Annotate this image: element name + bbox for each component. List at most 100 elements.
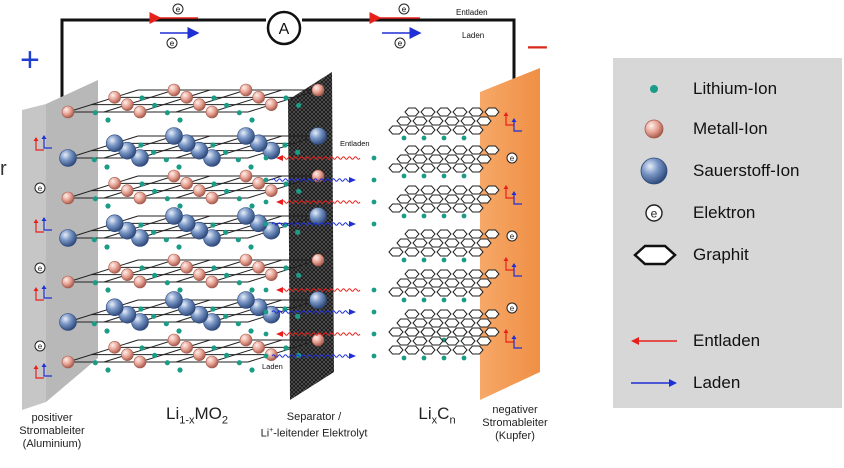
- oxygen-ion: [237, 291, 255, 309]
- anode-formula: LixCn: [402, 404, 472, 426]
- lithium-ion: [138, 222, 144, 228]
- graphite-hexagon: [428, 194, 444, 204]
- graphite-hexagon: [404, 163, 420, 173]
- lithium-ion: [371, 221, 377, 227]
- laden-mark: [513, 266, 522, 277]
- laden-flow-head: [349, 221, 356, 227]
- metal-ion: [252, 177, 265, 190]
- graphite-hexagon: [396, 318, 412, 328]
- lithium-ion: [236, 110, 242, 116]
- lithium-ion: [371, 199, 377, 205]
- laden-flow: [271, 178, 351, 182]
- electron-symbol: e: [510, 154, 515, 163]
- graphite-hexagon: [404, 269, 420, 279]
- graphite-hexagon: [444, 238, 460, 248]
- lithium-ion: [211, 181, 217, 187]
- lithium-ion: [461, 173, 467, 179]
- positive-collector-line2: Stromableiter: [19, 425, 85, 437]
- lithium-ion: [105, 287, 111, 293]
- metal-ion: [180, 341, 193, 354]
- lithium-ion: [249, 203, 255, 209]
- lithium-ion: [92, 280, 98, 286]
- entladen-mark: [505, 115, 514, 126]
- metal-ion: [121, 98, 134, 111]
- lattice-line: [67, 299, 139, 323]
- lithium-ion: [282, 306, 288, 312]
- graphite-hexagon: [436, 145, 452, 155]
- entladen-flow: [281, 332, 361, 336]
- lithium-ion: [211, 345, 217, 351]
- metal-ion-icon: [644, 119, 664, 139]
- oxygen-ion-icon: [640, 157, 668, 185]
- lithium-ion: [441, 213, 447, 219]
- graphite-hexagon: [388, 345, 404, 355]
- lattice-line: [67, 89, 139, 113]
- anode-formula-mid: C: [437, 404, 450, 423]
- laden-mark-head: [511, 118, 517, 122]
- lattice-line: [103, 339, 175, 363]
- graphite-hexagon: [404, 327, 420, 337]
- electron-icon: [34, 340, 46, 352]
- legend-electron-symbol: e: [651, 207, 658, 221]
- laden-mark: [43, 366, 52, 377]
- graphite-hexagon: [396, 116, 412, 126]
- graphite-hexagon: [476, 116, 492, 126]
- laden-mark: [513, 121, 522, 132]
- oxygen-ion: [165, 127, 183, 145]
- lithium-ion: [371, 177, 377, 183]
- lithium-ion: [441, 173, 447, 179]
- cathode-formula-sub2: 2: [221, 414, 229, 427]
- metal-ion: [121, 184, 134, 197]
- graphite-hexagon: [436, 203, 452, 213]
- lithium-ion: [263, 331, 269, 337]
- graphite-hexagon: [468, 203, 484, 213]
- lithium-ion: [248, 164, 254, 170]
- lithium-ion: [421, 297, 427, 303]
- negative-collector-line1: negativer: [492, 404, 538, 416]
- graphite-hexagon: [436, 327, 452, 337]
- graphite-hexagon: [468, 247, 484, 257]
- lithium-ion: [164, 110, 170, 116]
- lithium-ion: [138, 142, 144, 148]
- graphite-hexagon: [452, 125, 468, 135]
- entladen-flow: [281, 156, 361, 160]
- graphite-hexagon: [444, 318, 460, 328]
- lattice-line: [103, 259, 175, 283]
- metal-ion: [180, 261, 193, 274]
- circuit-wire-left: [60, 18, 266, 100]
- lithium-ion: [249, 117, 255, 123]
- lithium-ion: [92, 196, 98, 202]
- laden-mark-head: [511, 191, 517, 195]
- lattice-line: [67, 339, 139, 363]
- graphite-hexagon: [388, 247, 404, 257]
- laden-flow: [271, 310, 351, 314]
- oxygen-ion: [105, 134, 124, 153]
- lithium-ion: [461, 355, 467, 361]
- legend-item-graphite: Graphit: [613, 240, 842, 270]
- lattice-line: [139, 299, 211, 323]
- metal-ion: [252, 261, 265, 274]
- electron-symbol: e: [510, 232, 515, 241]
- metal-ion: [61, 105, 75, 119]
- laden-mark: [43, 288, 52, 299]
- lithium-ion: [401, 135, 407, 141]
- lattice-line: [175, 339, 247, 363]
- entladen-mark: [505, 260, 514, 271]
- lattice-line: [211, 89, 283, 113]
- graphite-hexagon: [468, 185, 484, 195]
- oxygen-ion: [59, 313, 77, 331]
- lithium-ion: [151, 229, 157, 235]
- lithium-ion: [295, 313, 301, 319]
- positive-collector-line3: (Aluminium): [22, 438, 82, 450]
- lithium-ion: [139, 345, 145, 351]
- graphite-hexagon: [396, 238, 412, 248]
- graphite-hexagon: [444, 278, 460, 288]
- lithium-ion: [224, 188, 230, 194]
- graphite-hexagon: [404, 107, 420, 117]
- lithium-ion: [139, 265, 145, 271]
- separator-li: Li: [260, 427, 270, 440]
- graphite-hexagon: [396, 336, 412, 346]
- graphite-hexagon: [420, 287, 436, 297]
- graphite-hexagon: [436, 125, 452, 135]
